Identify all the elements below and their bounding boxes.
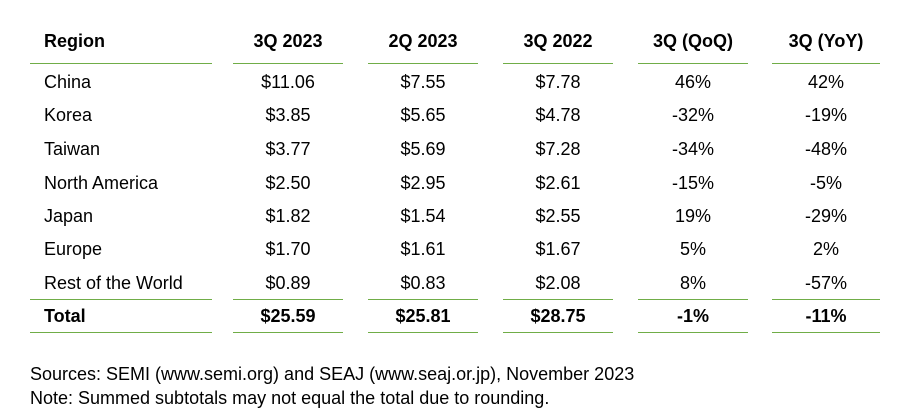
total-value: -11% [805, 306, 847, 326]
total-value: -1% [676, 306, 710, 326]
row-value: $7.55 [400, 72, 446, 92]
row-value: $2.95 [400, 173, 446, 193]
header-value: 3Q 2022 [523, 31, 593, 51]
row-label: Korea [44, 105, 93, 125]
divider [30, 332, 212, 333]
row-label: China [44, 72, 92, 92]
row-value: -48% [804, 139, 848, 159]
row-value: $5.65 [400, 105, 446, 125]
row-value: $1.61 [400, 239, 446, 259]
row-value: -29% [804, 206, 848, 226]
source-note: Sources: SEMI (www.semi.org) and SEAJ (w… [30, 364, 635, 384]
header-value: 3Q (QoQ) [653, 31, 733, 51]
divider [368, 63, 478, 64]
row-value: $4.78 [535, 105, 581, 125]
row-value: $11.06 [261, 72, 315, 92]
row-label: Europe [44, 239, 103, 259]
header-label: Region [44, 31, 105, 51]
row-value: $3.85 [265, 105, 311, 125]
row-label: North America [44, 173, 159, 193]
row-label: Japan [44, 206, 94, 226]
divider [368, 332, 478, 333]
row-value: $1.67 [535, 239, 581, 259]
divider [368, 299, 478, 300]
divider [30, 299, 212, 300]
divider [503, 332, 613, 333]
divider [638, 332, 748, 333]
divider [30, 63, 212, 64]
divider [772, 63, 880, 64]
row-value: 8% [679, 273, 707, 293]
row-value: $0.83 [400, 273, 446, 293]
row-value: $5.69 [400, 139, 446, 159]
row-value: $2.50 [265, 173, 311, 193]
header-value: 2Q 2023 [388, 31, 458, 51]
header-value: 3Q (YoY) [788, 31, 864, 51]
row-value: -34% [671, 139, 715, 159]
total-value: $25.81 [395, 306, 451, 326]
row-value: 19% [674, 206, 712, 226]
divider [233, 332, 343, 333]
header-value: 3Q 2023 [253, 31, 323, 51]
total-value: $28.75 [530, 306, 586, 326]
divider [503, 299, 613, 300]
row-value: $2.61 [535, 173, 581, 193]
row-value: 42% [807, 72, 845, 92]
divider [233, 63, 343, 64]
row-value: $2.08 [535, 273, 581, 293]
total-value: $25.59 [260, 306, 316, 326]
divider [233, 299, 343, 300]
row-value: $3.77 [265, 139, 311, 159]
row-value: $7.78 [535, 72, 581, 92]
row-value: $7.28 [535, 139, 581, 159]
divider [503, 63, 613, 64]
row-value: -15% [671, 173, 715, 193]
rounding-note: Note: Summed subtotals may not equal the… [30, 388, 550, 408]
row-value: -19% [804, 105, 848, 125]
row-value: $1.70 [265, 239, 311, 259]
divider [772, 299, 880, 300]
row-value: $0.89 [265, 273, 311, 293]
row-value: 46% [674, 72, 712, 92]
row-label: Rest of the World [44, 273, 183, 293]
row-label: Taiwan [44, 139, 101, 159]
divider [638, 63, 748, 64]
total-label: Total [44, 306, 86, 326]
row-value: 2% [812, 239, 840, 259]
row-value: $1.82 [265, 206, 311, 226]
row-value: $1.54 [400, 206, 446, 226]
divider [772, 332, 880, 333]
row-value: -32% [671, 105, 715, 125]
row-value: -57% [804, 273, 848, 293]
row-value: 5% [679, 239, 707, 259]
row-value: $2.55 [535, 206, 581, 226]
row-value: -5% [809, 173, 843, 193]
divider [638, 299, 748, 300]
